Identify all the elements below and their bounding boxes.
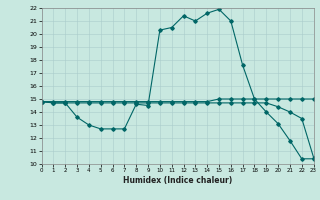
X-axis label: Humidex (Indice chaleur): Humidex (Indice chaleur) <box>123 176 232 185</box>
